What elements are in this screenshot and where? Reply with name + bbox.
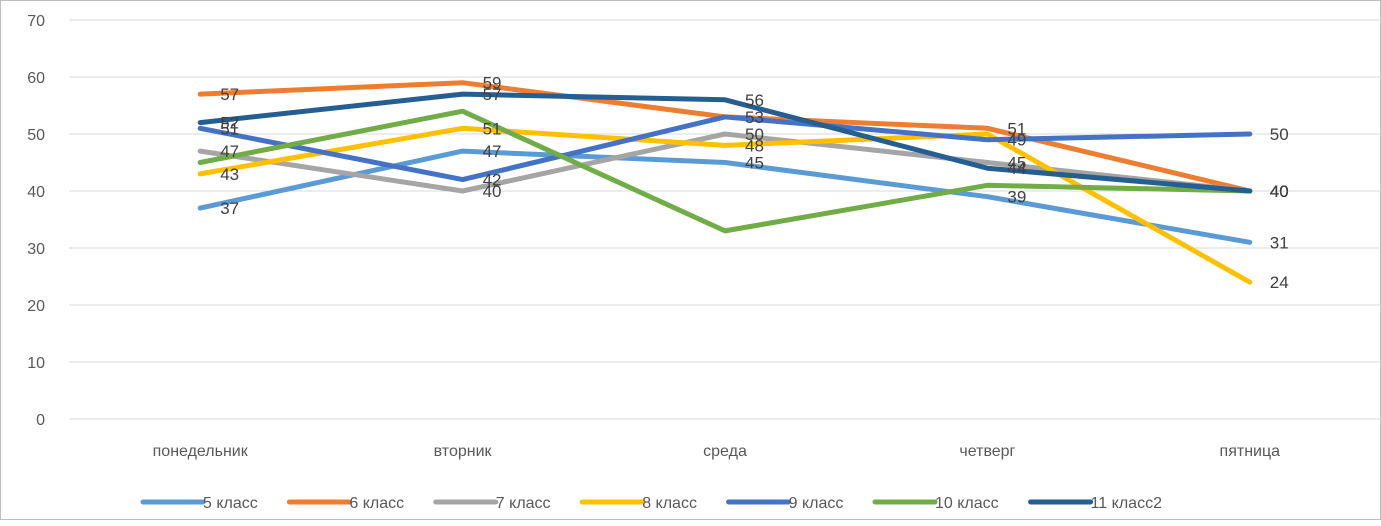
data-label: 44 [1007,159,1026,178]
data-label: 24 [1270,273,1289,292]
y-axis-ticks: 0 10 20 30 40 50 60 70 [27,13,45,429]
legend-label: 5 класс [203,495,258,512]
series-line [197,131,1253,194]
series-line [197,114,1253,183]
x-tick-label: четверг [959,443,1015,460]
x-tick-label: вторник [434,443,493,460]
data-label: 57 [220,85,239,104]
data-label: 40 [1270,182,1289,201]
legend-label: 9 класс [789,495,844,512]
data-label: 47 [483,142,502,161]
legend: 5 класс 6 класс 7 класс 8 класс 9 класс 10 кл… [140,495,1162,512]
data-label: 51 [1007,119,1026,138]
legend-item: 9 класс [726,495,844,512]
data-label: 37 [220,199,239,218]
y-tick-label: 0 [36,412,45,429]
data-label: 48 [745,136,764,155]
x-tick-label: пятница [1220,443,1281,460]
data-label: 45 [1007,154,1026,173]
y-tick-label: 30 [27,241,45,258]
data-label: 40 [483,182,502,201]
series-line [197,91,1253,194]
y-tick-label: 60 [27,70,45,87]
data-label: 51 [483,119,502,138]
data-label: 39 [1007,188,1026,207]
series-lines [197,80,1253,285]
data-label: 45 [745,154,764,173]
x-axis-ticks: понедельник вторник среда четверг пятница [153,443,1280,460]
y-tick-label: 20 [27,298,45,315]
data-label: 56 [745,91,764,110]
data-label: 51 [220,119,239,138]
x-tick-label: понедельник [153,443,249,460]
series-line [197,108,1253,234]
data-labels: 3747453931575951404740504540435148245142… [220,74,1289,293]
data-label: 40 [1270,182,1289,201]
series-line [197,125,1253,285]
data-label: 40 [1270,182,1289,201]
legend-item: 7 класс [433,495,551,512]
legend-item: 8 класс [579,495,697,512]
gridlines [69,19,1381,420]
legend-item: 5 класс [140,495,258,512]
y-tick-label: 50 [27,127,45,144]
legend-item: 11 класс2 [1028,495,1162,512]
data-label: 59 [483,74,502,93]
series-line [197,148,1253,245]
data-label: 42 [483,171,502,190]
data-label: 50 [1270,125,1289,144]
data-label: 31 [1270,233,1289,252]
y-tick-label: 40 [27,184,45,201]
legend-label: 6 класс [349,495,404,512]
data-label: 40 [1270,182,1289,201]
y-tick-label: 70 [27,13,45,30]
data-label: 47 [220,142,239,161]
data-label: 57 [483,85,502,104]
data-label: 52 [220,114,239,133]
legend-label: 11 класс2 [1091,495,1162,512]
y-tick-label: 10 [27,355,45,372]
data-label: 43 [220,165,239,184]
legend-label: 7 класс [496,495,551,512]
legend-item: 6 класс [286,495,404,512]
data-label: 49 [1007,131,1026,150]
x-tick-label: среда [703,443,747,460]
legend-label: 10 класс [935,495,999,512]
legend-label: 8 класс [642,495,697,512]
data-label: 50 [745,125,764,144]
data-label: 53 [745,108,764,127]
legend-item: 10 класс [872,495,999,512]
